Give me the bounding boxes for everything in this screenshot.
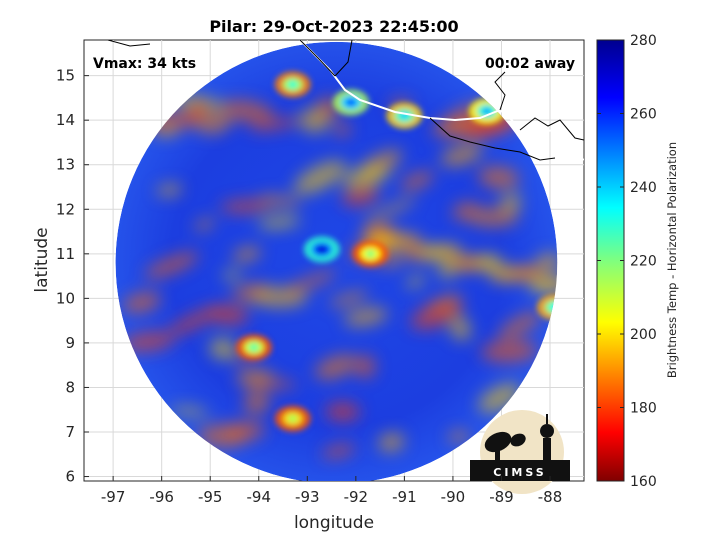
rain-band xyxy=(500,193,522,213)
rain-band xyxy=(197,424,247,448)
colorbar-tick-label: 240 xyxy=(630,180,657,196)
x-tick-label: -93 xyxy=(295,488,320,506)
rain-band xyxy=(515,265,544,280)
colorbar-tick-label: 280 xyxy=(630,33,657,49)
colorbar-label: Brightness Temp - Horizontal Polarizatio… xyxy=(665,142,679,378)
rain-band xyxy=(434,244,463,259)
rain-band xyxy=(123,291,161,313)
rain-band xyxy=(250,117,301,131)
colorbar-tick-label: 220 xyxy=(630,254,657,270)
x-tick-label: -97 xyxy=(101,488,126,506)
rain-band xyxy=(299,108,329,133)
rain-band xyxy=(364,197,417,223)
y-tick-label: 11 xyxy=(56,245,75,263)
rain-band xyxy=(325,402,361,422)
y-tick-label: 13 xyxy=(56,156,75,174)
rain-band xyxy=(498,311,541,339)
rain-band xyxy=(322,444,355,459)
colorbar-tick-label: 180 xyxy=(630,401,657,417)
rain-band xyxy=(406,274,425,289)
rain-band xyxy=(342,165,390,187)
rain-band xyxy=(167,306,221,336)
swath-image xyxy=(115,41,558,481)
rain-band xyxy=(481,339,538,363)
rain-band xyxy=(378,432,405,452)
rain-band xyxy=(535,252,558,273)
time-offset-annotation: 00:02 away xyxy=(485,56,575,72)
y-tick-label: 15 xyxy=(56,67,75,85)
rain-band xyxy=(354,355,376,378)
rain-band xyxy=(236,369,274,387)
rain-band xyxy=(393,233,422,248)
rain-band xyxy=(478,383,521,413)
svg-text:CIMSS: CIMSS xyxy=(493,466,546,479)
rain-band xyxy=(315,354,357,380)
rain-band xyxy=(440,143,483,167)
rain-band xyxy=(223,270,241,281)
cold-core xyxy=(287,414,298,423)
y-tick-label: 14 xyxy=(56,111,75,129)
colorbar-tick-label: 160 xyxy=(630,474,657,490)
rain-band xyxy=(243,391,270,414)
x-tick-label: -95 xyxy=(198,488,223,506)
rain-band xyxy=(195,111,232,134)
rain-band xyxy=(171,406,209,416)
y-tick-label: 10 xyxy=(56,289,75,307)
x-axis-label: longitude xyxy=(294,513,374,533)
rain-band xyxy=(209,338,236,360)
y-tick-label: 7 xyxy=(65,423,75,441)
rain-band xyxy=(468,207,519,227)
rain-band xyxy=(478,166,520,190)
colorbar-ticks: 160 180 200 220 240 260 280 xyxy=(597,33,657,490)
rain-band xyxy=(156,184,183,196)
rain-band xyxy=(410,301,463,330)
x-tick-label: -96 xyxy=(149,488,174,506)
cold-core xyxy=(248,343,259,352)
cimss-logo: CIMSS xyxy=(470,410,570,494)
cold-core xyxy=(316,245,327,254)
coastline xyxy=(107,40,584,161)
rain-band xyxy=(400,171,434,191)
rain-band xyxy=(257,216,301,229)
chart-title: Pilar: 29-Oct-2023 22:45:00 xyxy=(209,17,458,36)
x-tick-label: -91 xyxy=(392,488,417,506)
y-axis-label: latitude xyxy=(32,227,52,292)
rain-band xyxy=(122,331,174,352)
x-tick-label: -89 xyxy=(489,488,514,506)
rain-band xyxy=(383,252,411,269)
y-tick-label: 8 xyxy=(65,378,75,396)
rain-band xyxy=(448,430,470,443)
cold-core xyxy=(345,98,356,107)
rain-band xyxy=(284,270,337,294)
rain-band xyxy=(329,291,369,307)
y-tick-label: 6 xyxy=(65,468,75,486)
rain-band xyxy=(474,255,503,270)
y-tick-label: 12 xyxy=(56,200,75,218)
y-tick-label: 9 xyxy=(65,334,75,352)
rain-band xyxy=(293,160,347,195)
rain-band xyxy=(194,218,215,231)
x-axis: -97 -96 -95 -94 -93 -92 -91 -90 -89 -88 xyxy=(101,476,562,506)
colorbar xyxy=(596,39,625,482)
x-tick-label: -92 xyxy=(344,488,369,506)
rain-band xyxy=(341,184,380,207)
rain-band xyxy=(144,252,199,279)
y-axis: 6 7 8 9 10 11 12 13 14 15 xyxy=(56,67,89,486)
colorbar-tick-label: 200 xyxy=(630,327,657,343)
rain-band xyxy=(450,317,471,341)
x-tick-label: -94 xyxy=(247,488,272,506)
rain-band xyxy=(232,246,261,262)
rain-band xyxy=(220,199,273,214)
rain-band xyxy=(344,307,388,327)
vmax-annotation: Vmax: 34 kts xyxy=(93,56,196,72)
colorbar-tick-label: 260 xyxy=(630,107,657,123)
rain-band xyxy=(219,99,275,123)
rain-band xyxy=(333,123,351,137)
x-tick-label: -90 xyxy=(441,488,466,506)
cold-core xyxy=(287,80,298,89)
cold-core xyxy=(365,249,376,258)
x-tick-label: -88 xyxy=(538,488,563,506)
